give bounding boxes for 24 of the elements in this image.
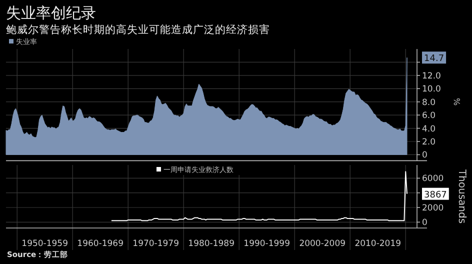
y-tick-label: 6000 bbox=[422, 174, 444, 184]
y-axis-title: Thousands bbox=[456, 168, 467, 224]
data-label: 3867 bbox=[424, 190, 447, 200]
chart-subtitle: 鲍威尔警告称长时期的高失业可能造成广泛的经济损害 bbox=[6, 23, 270, 36]
y-tick-label: 8.0 bbox=[422, 98, 436, 108]
y-tick-label: 10.0 bbox=[422, 84, 441, 95]
y-tick-label: 12.0 bbox=[422, 71, 441, 82]
y-axis-title: % bbox=[452, 98, 461, 106]
x-tick-label: 1980-1989 bbox=[188, 239, 235, 249]
y-tick-label: 2000 bbox=[422, 203, 444, 214]
x-tick-label: 1960-1969 bbox=[77, 239, 124, 249]
x-tick-label: 1950-1959 bbox=[22, 239, 68, 249]
x-tick-label: 2000-2009 bbox=[299, 239, 346, 249]
y-tick-label: 0 bbox=[422, 150, 428, 161]
chart-title: 失业率创纪录 bbox=[6, 4, 96, 22]
x-tick-label: 2010-2019 bbox=[354, 239, 402, 249]
data-label: 14.7 bbox=[424, 54, 444, 64]
y-tick-label: 2.0 bbox=[422, 137, 436, 148]
y-tick-label: 0 bbox=[422, 218, 428, 228]
line-series bbox=[110, 171, 408, 222]
y-tick-label: 6.0 bbox=[422, 111, 436, 122]
x-tick-label: 1970-1979 bbox=[132, 239, 180, 249]
y-tick-label: 4.0 bbox=[422, 124, 436, 134]
x-tick-label: 1990-1999 bbox=[244, 239, 290, 249]
